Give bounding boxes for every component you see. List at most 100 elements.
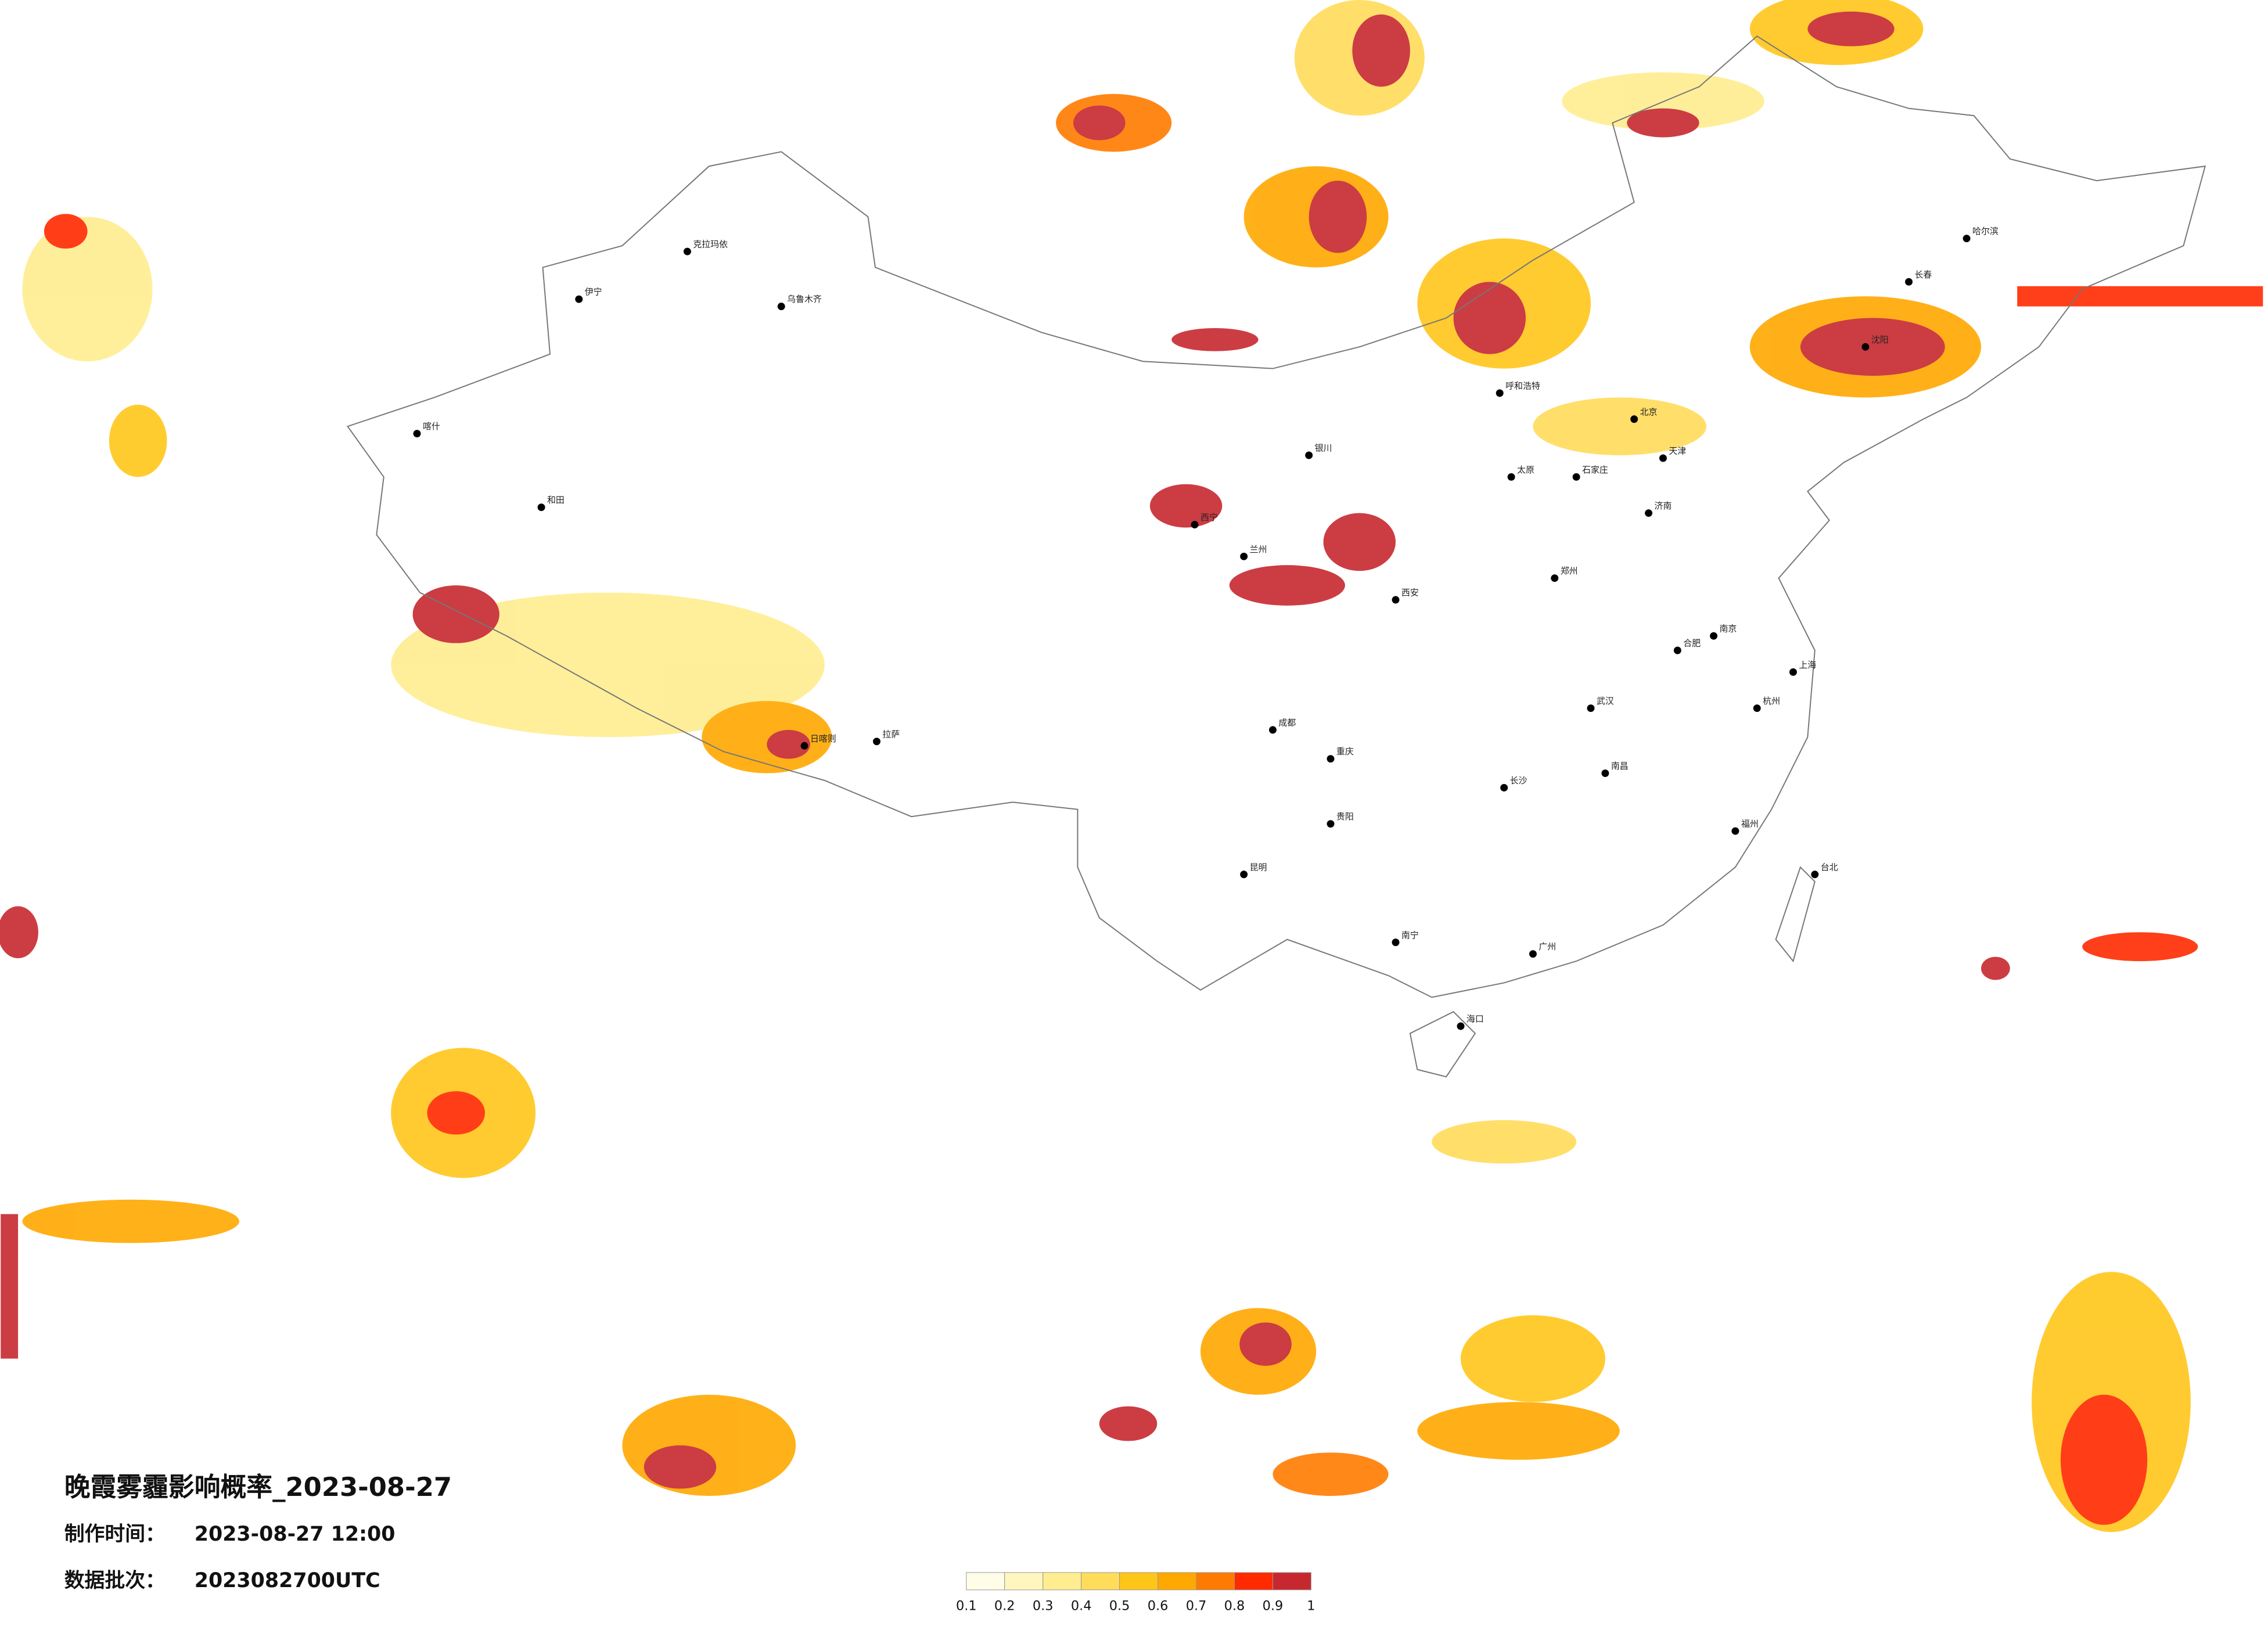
- city-label: 台北: [1821, 862, 1838, 872]
- city-label: 天津: [1669, 446, 1686, 456]
- city-dot: [1963, 235, 1971, 243]
- city-dot: [1457, 1022, 1465, 1030]
- city-label: 拉萨: [882, 729, 900, 739]
- legend-swatch: [1004, 1572, 1044, 1591]
- info-value: 2023-08-27 12:00: [195, 1523, 396, 1546]
- city-label: 长沙: [1510, 775, 1527, 786]
- map-title: 晚霞雾霾影响概率_2023-08-27: [64, 1472, 452, 1502]
- city-label: 西安: [1401, 587, 1419, 598]
- city-dot: [800, 742, 808, 750]
- legend-swatch: [966, 1572, 1005, 1591]
- city-label: 杭州: [1763, 696, 1780, 706]
- city-dot: [1659, 454, 1667, 462]
- legend-swatch: [1158, 1572, 1197, 1591]
- legend-swatch: [1119, 1572, 1159, 1591]
- city-label: 哈尔滨: [1972, 226, 1999, 236]
- city-dot: [1587, 704, 1595, 713]
- island-taiwan: [1775, 866, 1816, 963]
- legend-swatch: [1272, 1572, 1311, 1591]
- city-dot: [1551, 574, 1559, 582]
- city-dot: [537, 503, 545, 512]
- city-dot: [1496, 389, 1504, 397]
- city-label: 和田: [547, 495, 565, 505]
- legend-tick-label: 0.8: [1224, 1599, 1245, 1614]
- legend-tick-label: 0.3: [1033, 1599, 1054, 1614]
- city-label: 长春: [1915, 269, 1932, 280]
- city-label: 克拉玛依: [693, 239, 728, 250]
- city-label: 石家庄: [1582, 465, 1608, 475]
- legend-swatch: [1081, 1572, 1120, 1591]
- legend-swatch: [1234, 1572, 1273, 1591]
- city-label: 乌鲁木齐: [787, 294, 822, 304]
- city-label: 海口: [1467, 1014, 1484, 1024]
- city-dot: [1500, 783, 1508, 792]
- city-dot: [777, 303, 785, 311]
- legend-tick-label: 0.9: [1263, 1599, 1284, 1614]
- city-label: 南昌: [1611, 761, 1629, 771]
- city-label: 伊宁: [585, 287, 602, 297]
- legend: 0.1 0.2 0.3 0.4 0.5 0.6 0.7 0.8 0.9 1: [956, 1572, 1315, 1614]
- info-label: 数据批次：: [64, 1569, 166, 1592]
- city-dot: [1789, 668, 1797, 676]
- city-dot: [1731, 827, 1739, 835]
- city-label: 日喀则: [810, 733, 836, 744]
- city-dot: [1601, 769, 1609, 778]
- city-dot: [1529, 950, 1537, 958]
- legend-tick-label: 0.5: [1109, 1599, 1130, 1614]
- info-value: 2023082700UTC: [195, 1569, 380, 1592]
- city-dot: [1191, 520, 1199, 528]
- legend-tick-label: 0.6: [1148, 1599, 1169, 1614]
- city-label: 郑州: [1561, 566, 1578, 576]
- haze-field: [0, 0, 2263, 1533]
- city-label: 昆明: [1250, 862, 1267, 872]
- city-dot: [1630, 415, 1638, 423]
- legend-tick-label: 1: [1307, 1599, 1315, 1614]
- city-label: 兰州: [1250, 544, 1267, 555]
- city-dot: [873, 738, 880, 746]
- city-dot: [1392, 938, 1400, 947]
- city-label: 太原: [1517, 465, 1534, 475]
- city-label: 沈阳: [1871, 334, 1889, 345]
- city-dot: [1905, 278, 1913, 286]
- city-dot: [683, 247, 691, 256]
- legend-tick-label: 0.1: [956, 1599, 977, 1614]
- info-label: 制作时间：: [64, 1523, 166, 1546]
- legend-tick-label: 0.4: [1071, 1599, 1092, 1614]
- city-dot: [1645, 509, 1653, 517]
- city-dot: [1268, 726, 1277, 734]
- city-label: 广州: [1539, 941, 1556, 952]
- city-label: 呼和浩特: [1505, 381, 1540, 391]
- city-dot: [1753, 704, 1761, 713]
- city-dot: [1240, 870, 1248, 879]
- city-dot: [575, 295, 583, 303]
- legend-swatch: [1196, 1572, 1235, 1591]
- city-dot: [413, 430, 421, 438]
- city-label: 喀什: [423, 421, 440, 431]
- city-label: 银川: [1315, 443, 1332, 454]
- city-label: 南宁: [1401, 930, 1419, 940]
- city-dot: [1811, 870, 1819, 879]
- legend-tick-label: 0.7: [1186, 1599, 1207, 1614]
- city-dot: [1240, 552, 1248, 560]
- city-label: 上海: [1799, 660, 1816, 670]
- country-outline: [346, 35, 2206, 998]
- city-dot: [1710, 632, 1718, 640]
- city-label: 济南: [1655, 501, 1672, 511]
- city-dot: [1673, 646, 1681, 654]
- city-dot: [1392, 596, 1400, 604]
- city-dot: [1507, 473, 1515, 481]
- city-dot: [1305, 451, 1313, 459]
- city-label: 西宁: [1201, 512, 1218, 523]
- city-label: 武汉: [1597, 696, 1614, 706]
- city-dot: [1861, 343, 1870, 351]
- city-label: 成都: [1278, 717, 1296, 728]
- city-label: 贵阳: [1336, 811, 1354, 822]
- city-label: 南京: [1720, 624, 1737, 634]
- city-label: 重庆: [1336, 746, 1354, 757]
- city-label: 合肥: [1683, 638, 1701, 649]
- legend-swatch: [1043, 1572, 1082, 1591]
- city-dot: [1572, 473, 1580, 481]
